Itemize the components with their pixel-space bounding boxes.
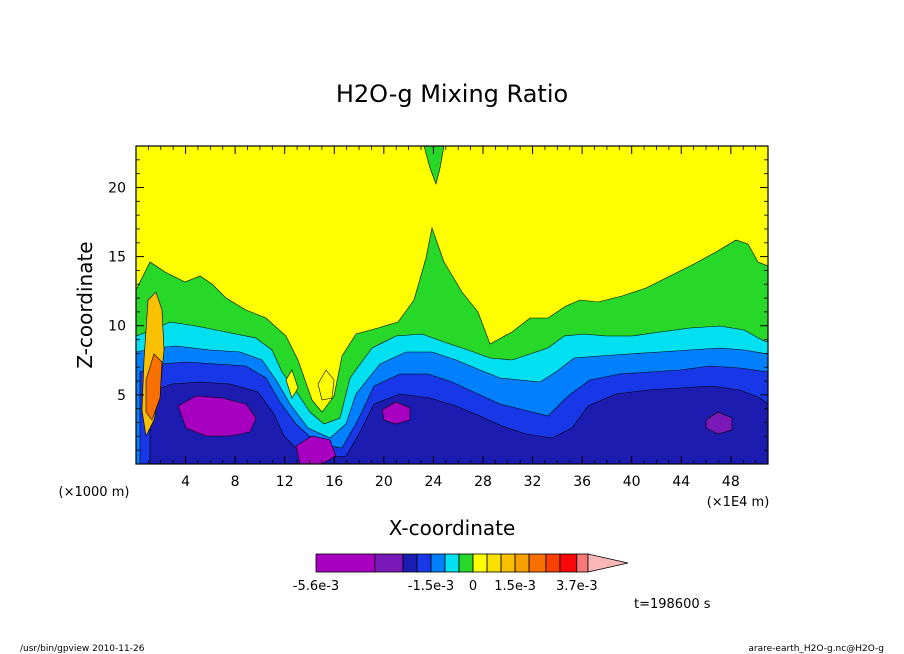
x-axis-unit: (×1E4 m): [707, 495, 770, 510]
colorbar-level: [514, 553, 530, 573]
contour-field: [136, 146, 768, 464]
colorbar-label: -1.5e-3: [408, 579, 454, 594]
colorbar-label: 3.7e-3: [556, 579, 598, 594]
x-tick-label: 24: [424, 474, 442, 490]
y-axis: 5 10 15 20: [108, 159, 768, 451]
y-tick-label: 10: [108, 319, 126, 335]
region-dark-blue-layer: [149, 381, 768, 464]
colorbar-label: -5.6e-3: [293, 579, 339, 594]
x-tick-label: 16: [325, 474, 343, 490]
colorbar: [315, 553, 629, 573]
x-tick-label: 4: [181, 474, 190, 490]
colorbar-label: 1.5e-3: [494, 579, 536, 594]
colorbar-level: [486, 553, 502, 573]
colorbar-level: [416, 553, 432, 573]
colorbar-level: [559, 553, 578, 573]
region-purple-core: [295, 435, 337, 464]
colorbar-level: [444, 553, 460, 573]
colorbar-level: [545, 553, 561, 573]
x-tick-label: 32: [524, 474, 542, 490]
x-tick-label: 48: [722, 474, 740, 490]
colorbar-level: [374, 553, 404, 573]
footer-right: arare-earth_H2O-g.nc@H2O-g: [748, 644, 884, 654]
colorbar-level: [500, 553, 516, 573]
time-label: t=198600 s: [634, 597, 711, 612]
y-tick-label: 15: [108, 250, 126, 266]
region-top-green: [423, 146, 445, 186]
colorbar-level: [576, 553, 589, 573]
chart-title: H2O-g Mixing Ratio: [336, 80, 568, 108]
y-tick-label: 20: [108, 180, 126, 196]
colorbar-label: 0: [469, 579, 477, 594]
x-tick-label: 28: [474, 474, 492, 490]
footer-left: /usr/bin/gpview 2010-11-26: [20, 644, 145, 654]
colorbar-level: [528, 553, 547, 573]
region-purple-core: [381, 401, 411, 425]
x-tick-label: 36: [573, 474, 591, 490]
x-tick-label: 44: [672, 474, 690, 490]
x-axis: 4 8 12 16 20 24 28 32 36 40 44 48: [147, 146, 757, 490]
plot-frame: [135, 145, 769, 465]
y-axis-title: Z-coordinate: [73, 241, 97, 368]
y-axis-unit: (×1000 m): [59, 485, 130, 500]
colorbar-level: [430, 553, 446, 573]
x-axis-title: X-coordinate: [389, 516, 516, 540]
colorbar-level: [472, 553, 488, 573]
x-tick-label: 8: [231, 474, 240, 490]
colorbar-level: [402, 553, 418, 573]
x-tick-label: 40: [623, 474, 641, 490]
region-purple-core: [177, 395, 257, 437]
x-tick-label: 20: [375, 474, 393, 490]
region-dry-intrusion: [285, 369, 299, 399]
colorbar-labels: -5.6e-3 -1.5e-3 0 1.5e-3 3.7e-3: [293, 579, 598, 594]
y-tick-label: 5: [117, 388, 126, 404]
x-tick-label: 12: [276, 474, 294, 490]
region-dry-intrusion: [317, 369, 335, 401]
colorbar-level: [315, 553, 376, 573]
region-purple-core: [705, 411, 733, 435]
colorbar-overflow-triangle: [587, 553, 629, 573]
region-left-plume-core: [145, 353, 163, 421]
colorbar-level: [458, 553, 474, 573]
